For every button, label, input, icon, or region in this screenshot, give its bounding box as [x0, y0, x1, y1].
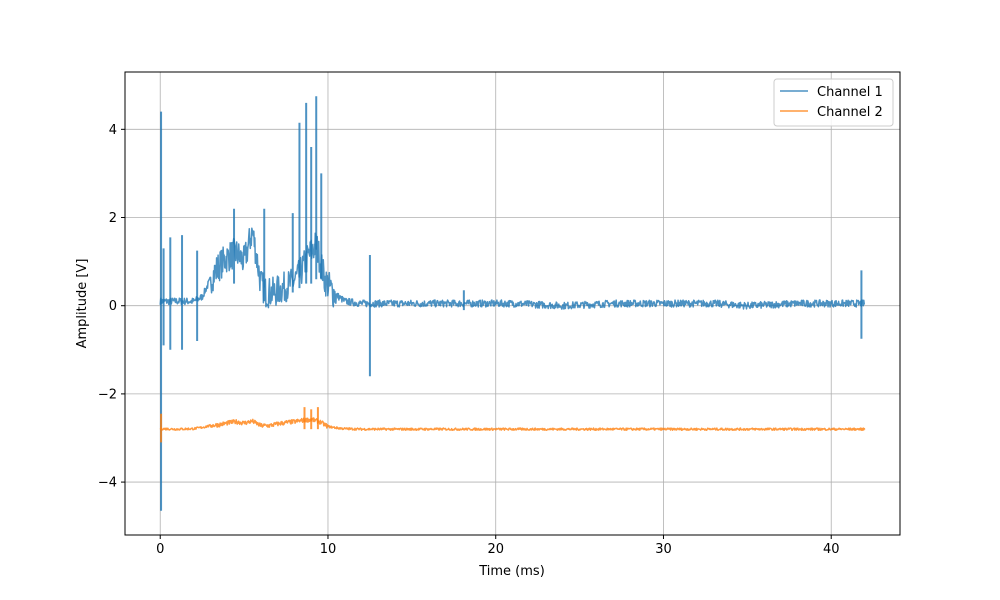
- y-tick-label: −4: [98, 476, 117, 491]
- x-axis-label: Time (ms): [478, 564, 545, 579]
- x-tick-label: 10: [320, 542, 337, 557]
- series-area: [159, 96, 866, 511]
- y-axis-label: Amplitude [V]: [75, 259, 90, 349]
- x-tick-label: 30: [655, 542, 672, 557]
- y-tick-label: 4: [109, 123, 117, 138]
- legend: Channel 1 Channel 2: [773, 78, 894, 127]
- x-tick-label: 0: [156, 542, 164, 557]
- y-tick-label: 2: [109, 211, 117, 226]
- legend-label-channel-2: Channel 2: [817, 105, 883, 120]
- series-line-2: [159, 417, 866, 432]
- axis-ticks: 0 10 20 30 40 −4 −2 0 2 4: [98, 123, 840, 557]
- x-tick-label: 40: [823, 542, 840, 557]
- y-tick-label: −2: [98, 387, 117, 402]
- series-line-1: [159, 227, 866, 310]
- y-tick-label: 0: [109, 299, 117, 314]
- legend-label-channel-1: Channel 1: [817, 85, 883, 100]
- x-tick-label: 20: [487, 542, 504, 557]
- plot-frame: [124, 71, 901, 536]
